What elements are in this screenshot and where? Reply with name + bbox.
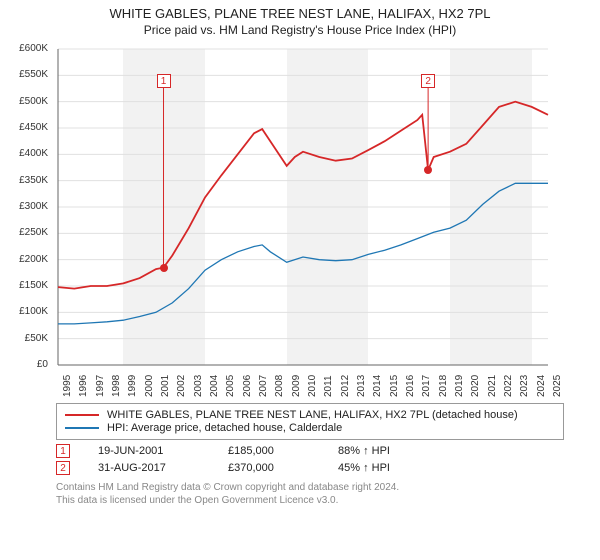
sale-date: 19-JUN-2001 <box>98 445 228 457</box>
legend-swatch <box>65 414 99 416</box>
chart-container: WHITE GABLES, PLANE TREE NEST LANE, HALI… <box>0 0 600 507</box>
sale-row-marker: 1 <box>56 444 70 458</box>
legend-item: HPI: Average price, detached house, Cald… <box>65 422 555 434</box>
sale-dot-1 <box>160 264 168 272</box>
sale-row-marker: 2 <box>56 461 70 475</box>
sale-hpi: 45% ↑ HPI <box>338 462 448 474</box>
legend-swatch <box>65 427 99 429</box>
series-hpi <box>58 183 548 324</box>
chart-subtitle: Price paid vs. HM Land Registry's House … <box>0 23 600 37</box>
chart-area: £0£50K£100K£150K£200K£250K£300K£350K£400… <box>4 41 564 401</box>
plot-svg <box>4 41 564 401</box>
sale-hpi: 88% ↑ HPI <box>338 445 448 457</box>
footnote: Contains HM Land Registry data © Crown c… <box>56 481 564 507</box>
sales-table: 1 19-JUN-2001£185,00088% ↑ HPI 2 31-AUG-201… <box>56 444 564 475</box>
footnote-line2: This data is licensed under the Open Gov… <box>56 494 564 507</box>
sale-row: 2 31-AUG-2017£370,00045% ↑ HPI <box>56 461 564 475</box>
legend-item: WHITE GABLES, PLANE TREE NEST LANE, HALI… <box>65 409 555 421</box>
legend: WHITE GABLES, PLANE TREE NEST LANE, HALI… <box>56 403 564 440</box>
legend-label: WHITE GABLES, PLANE TREE NEST LANE, HALI… <box>107 409 518 421</box>
sale-row: 1 19-JUN-2001£185,00088% ↑ HPI <box>56 444 564 458</box>
sale-price: £370,000 <box>228 462 338 474</box>
legend-label: HPI: Average price, detached house, Cald… <box>107 422 342 434</box>
series-property <box>58 102 548 289</box>
chart-title: WHITE GABLES, PLANE TREE NEST LANE, HALI… <box>0 6 600 21</box>
sale-date: 31-AUG-2017 <box>98 462 228 474</box>
footnote-line1: Contains HM Land Registry data © Crown c… <box>56 481 564 494</box>
titles: WHITE GABLES, PLANE TREE NEST LANE, HALI… <box>0 0 600 37</box>
sale-price: £185,000 <box>228 445 338 457</box>
sale-marker-2: 2 <box>421 74 435 88</box>
sale-marker-1: 1 <box>157 74 171 88</box>
sale-dot-2 <box>424 166 432 174</box>
